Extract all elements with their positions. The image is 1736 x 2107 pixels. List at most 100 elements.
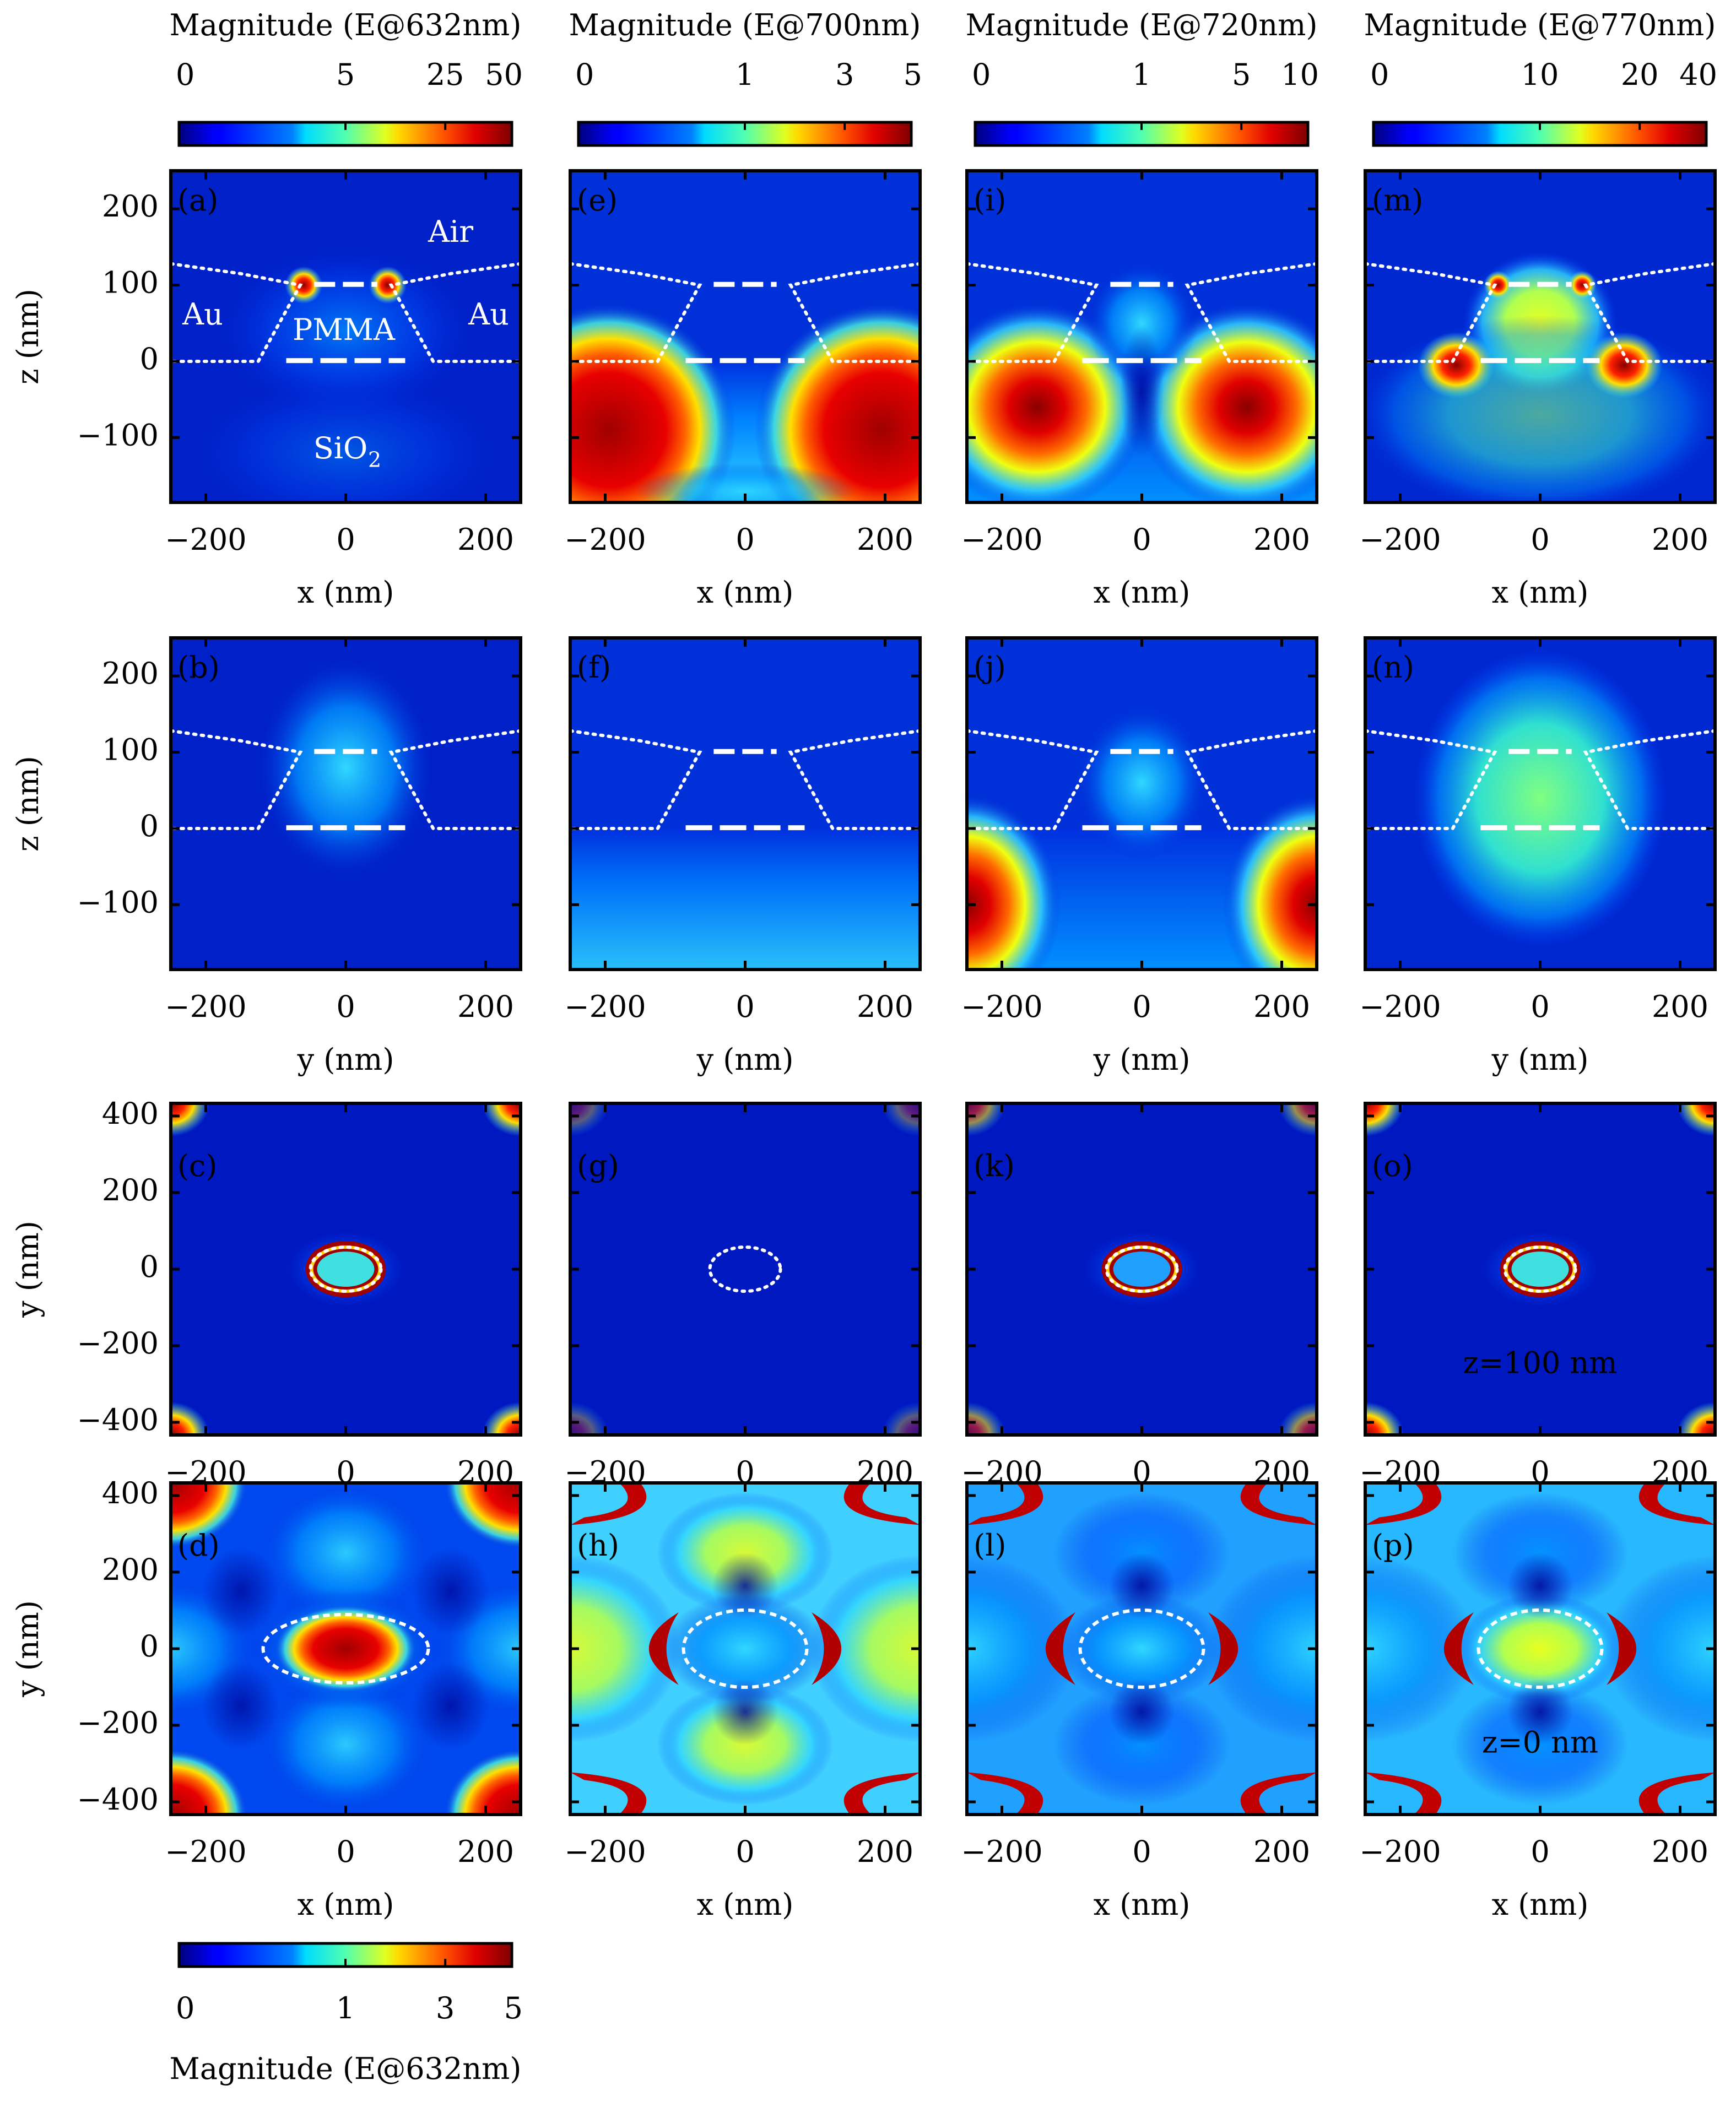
colorbar-tick-label: 5	[336, 57, 355, 92]
interface-dotted-right	[1185, 262, 1317, 363]
panel-m: (m) −200 0 200 x (nm)	[1359, 169, 1717, 610]
colorbar-title: Magnitude (E@770nm)	[1364, 8, 1716, 42]
y-tick-label: 0	[140, 1629, 159, 1664]
field-map	[570, 638, 920, 969]
interface-dotted-left	[1365, 729, 1497, 830]
x-tick-label: 0	[336, 522, 355, 557]
colorbar-tick-label: 3	[835, 57, 854, 92]
x-tick-label: −200	[961, 522, 1042, 557]
field-blob	[1207, 1555, 1317, 1742]
field-blob	[1418, 332, 1495, 398]
panel-letter: (n)	[1372, 650, 1414, 685]
panel-letter: (f)	[577, 650, 611, 685]
field-blob	[712, 1678, 778, 1745]
x-tick-label: 200	[857, 522, 913, 557]
colorbar-tick-label: 0	[575, 57, 594, 92]
x-tick-label: −200	[165, 522, 246, 557]
colorbar-title: Magnitude (E@700nm)	[569, 8, 921, 42]
crescent-corner	[1365, 1772, 1442, 1814]
panel-l: (l) −200 0 200 x (nm)	[961, 1481, 1318, 1922]
y-tick-label: 200	[102, 656, 159, 691]
x-tick-label: 200	[1652, 1834, 1708, 1869]
field-map	[1365, 638, 1715, 969]
y-tick-label: −400	[77, 1402, 159, 1437]
pillar-outline	[708, 1245, 782, 1293]
field-map	[570, 1483, 920, 1814]
field-map: z=100 nm	[1365, 1103, 1715, 1435]
field-map	[1365, 171, 1715, 502]
region-label-substrate-sub: 2	[368, 448, 381, 472]
x-tick-label: 0	[1531, 522, 1549, 557]
interface-dotted-left	[171, 729, 303, 830]
y-tick-label: −100	[77, 885, 159, 919]
field-blob	[570, 303, 735, 502]
field-map	[967, 171, 1317, 502]
field-blob	[202, 1547, 279, 1635]
x-tick-label: 0	[1531, 989, 1549, 1024]
x-axis-label: x (nm)	[697, 575, 794, 610]
field-blob	[967, 794, 1061, 969]
field-blob	[257, 1483, 434, 1625]
region-label-air: Air	[428, 214, 473, 249]
structure-outline	[967, 729, 1317, 831]
x-axis-label: x (nm)	[1094, 1887, 1191, 1922]
y-tick-label: 200	[102, 189, 159, 224]
panel-letter: (i)	[974, 183, 1006, 218]
field-blob	[712, 1552, 778, 1619]
field-blob	[412, 1547, 489, 1635]
field-blob	[1365, 1555, 1475, 1742]
field-map	[570, 171, 920, 502]
x-axis-label: x (nm)	[1492, 575, 1589, 610]
y-tick-label: −200	[77, 1326, 159, 1361]
interface-dotted-left	[967, 729, 1099, 830]
colorbar-title: Magnitude (E@632nm)	[170, 2051, 522, 2086]
x-axis-label: x (nm)	[697, 1887, 794, 1922]
field-blob	[444, 1748, 521, 1814]
x-tick-label: 200	[1253, 989, 1310, 1024]
x-axis-label: x (nm)	[298, 575, 394, 610]
field-map	[171, 638, 521, 969]
field-blob	[1108, 1678, 1175, 1745]
field-map	[171, 1483, 521, 1814]
x-tick-label: 0	[735, 989, 754, 1024]
region-label-au_left: Au	[182, 297, 223, 332]
x-tick-label: −200	[961, 989, 1042, 1024]
plane-annotation: z=100 nm	[1463, 1346, 1618, 1380]
crescent-right	[1607, 1612, 1637, 1686]
interface-dotted-right	[1185, 729, 1317, 830]
colorbar-tick-label: 3	[436, 1991, 455, 2025]
x-tick-label: 0	[1132, 989, 1151, 1024]
y-axis-label: y (nm)	[10, 1221, 45, 1318]
field-blob	[967, 1103, 1005, 1136]
panel-i: (i) −200 0 200 x (nm)	[961, 169, 1318, 610]
y-tick-label: 0	[140, 809, 159, 843]
y-tick-label: −400	[77, 1782, 159, 1817]
crescent-corner	[1638, 1483, 1715, 1525]
x-tick-label: 200	[1652, 522, 1708, 557]
panel-letter: (h)	[577, 1528, 619, 1563]
x-tick-label: −200	[564, 522, 646, 557]
pillar-outline-dashed	[1078, 1608, 1205, 1689]
x-axis-label: x (nm)	[298, 1887, 394, 1922]
field-blob	[570, 1402, 609, 1435]
x-axis-label: y (nm)	[1491, 1042, 1589, 1077]
field-blob	[1120, 326, 1164, 458]
interface-dotted-left	[1365, 262, 1497, 363]
panel-b: (b) −200 0 200 y (nm) 200 100 0 −100 z (nm)	[10, 636, 522, 1077]
field-blob	[967, 1555, 1077, 1742]
x-tick-label: 0	[1132, 522, 1151, 557]
panel-h: (h) −200 0 200 x (nm)	[564, 1481, 922, 1922]
x-tick-label: −200	[564, 989, 646, 1024]
field-band	[570, 828, 920, 969]
interface-dotted-left	[570, 262, 702, 363]
field-map	[967, 1103, 1317, 1435]
field-map: z=0 nm	[1365, 1483, 1715, 1814]
crescent-corner	[1240, 1483, 1317, 1525]
field-background	[570, 1103, 920, 1435]
field-blob	[881, 1402, 920, 1435]
